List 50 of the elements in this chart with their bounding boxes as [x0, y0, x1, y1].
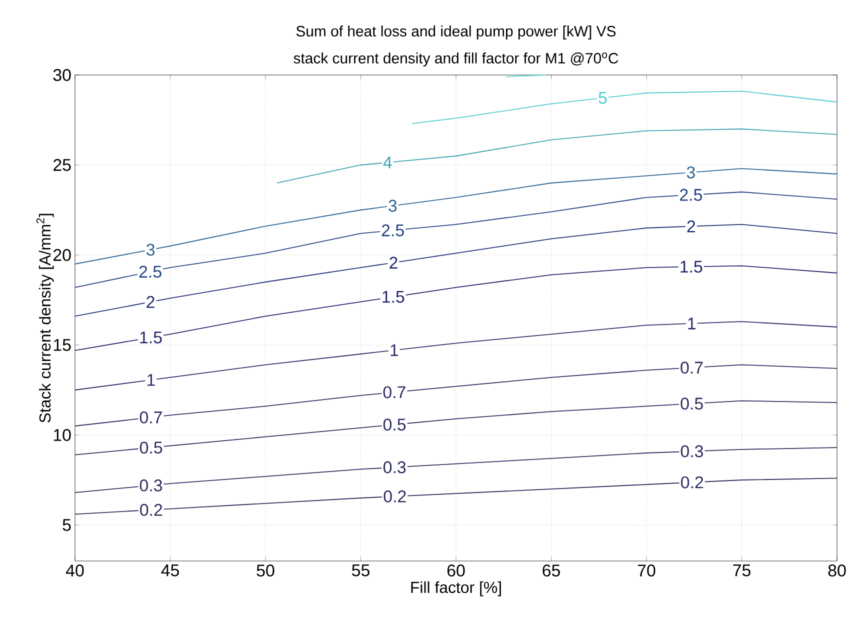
- series-label: 2: [687, 220, 696, 232]
- text: 1: [390, 344, 398, 356]
- text: 0.7: [383, 386, 406, 398]
- series-label: 0.5: [140, 442, 162, 454]
- series-label: 2.5: [680, 188, 702, 201]
- series-label: 5: [598, 92, 607, 104]
- x-tick-label: 45: [161, 564, 179, 576]
- text: 1.5: [382, 290, 404, 303]
- series-label: 1: [688, 318, 696, 330]
- x-tick-label: 55: [352, 564, 370, 576]
- text: 0.2: [140, 504, 162, 516]
- text: 0.5: [383, 418, 406, 431]
- chart-title: Sum of heat loss and ideal pump power [kW] VS: [296, 26, 616, 40]
- text: 2: [146, 296, 154, 308]
- x-tick-label: 65: [542, 564, 560, 577]
- x-axis-title: Fill factor [%]: [411, 581, 501, 596]
- text: 3: [146, 244, 155, 256]
- series-label: 0.3: [680, 445, 703, 458]
- series-label: 0.2: [681, 476, 704, 488]
- y-tick-label: 20: [54, 249, 71, 261]
- series-label: 0.7: [680, 362, 703, 374]
- text: 2: [390, 256, 398, 269]
- line-series: [412, 90, 838, 124]
- text: 0.7: [140, 411, 162, 424]
- series-label: 3: [686, 166, 695, 178]
- x-tick-label: 40: [66, 564, 84, 577]
- x-tick-label: 80: [828, 564, 846, 577]
- chart-subtitle: stack current density and fill factor for M1 @70$^{o}$C: [294, 52, 618, 66]
- y-tick-label: 5: [62, 519, 71, 531]
- x-tick-label: 70: [638, 564, 656, 577]
- x-tick-label: 75: [733, 564, 750, 576]
- y-tick-label: 10: [54, 429, 71, 441]
- series-label: 1.5: [680, 260, 702, 273]
- text: 2.5: [139, 266, 162, 278]
- y-tick-label: 30: [53, 69, 71, 81]
- series-label: 4: [383, 156, 392, 168]
- x-tick-label: 50: [256, 564, 274, 577]
- text: 0.2: [384, 490, 406, 502]
- line-series: [276, 128, 838, 184]
- text: 3: [388, 200, 397, 212]
- text: 0.3: [383, 461, 406, 474]
- text: 0.3: [140, 479, 162, 492]
- x-tick-label: 60: [447, 564, 465, 577]
- y-tick-label: 15: [54, 339, 71, 351]
- text: 2.5: [382, 224, 404, 236]
- text: 1.5: [140, 332, 162, 344]
- y-axis-title: Stack current density [A/mm$^{2}$]: [36, 214, 54, 423]
- y-tick-label: 25: [54, 159, 71, 171]
- text: 0.5: [680, 398, 703, 410]
- text: 1: [147, 374, 155, 386]
